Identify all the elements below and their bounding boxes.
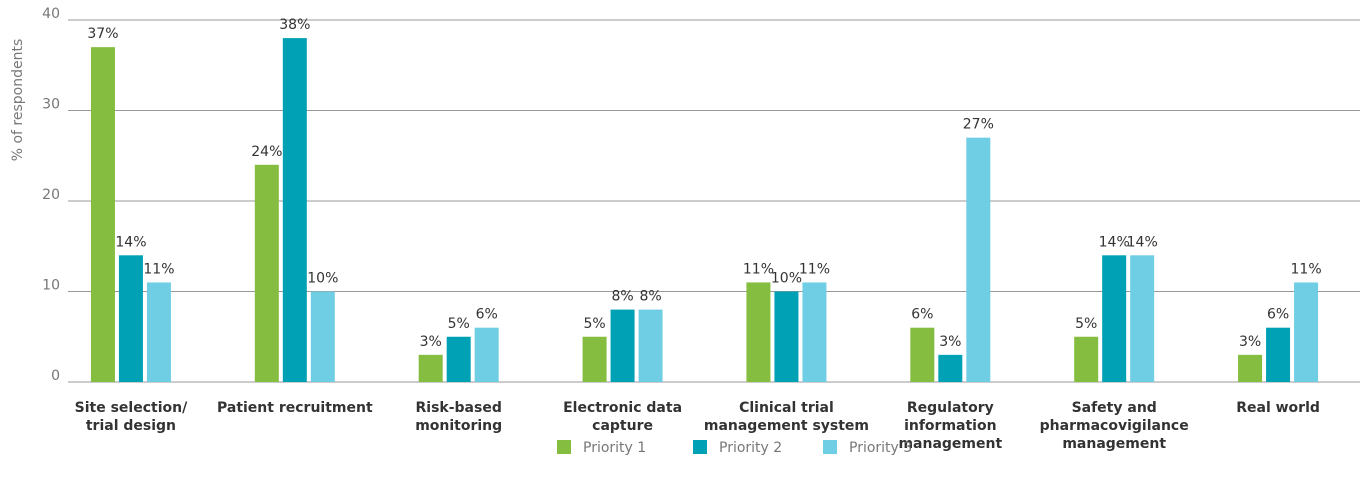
bar — [418, 354, 443, 382]
legend-swatch — [823, 440, 837, 454]
value-label: 14% — [1099, 234, 1130, 250]
x-tick-label: Regulatory information management — [898, 400, 1002, 452]
bar — [1130, 255, 1155, 382]
bar — [1238, 354, 1263, 382]
bar — [746, 282, 771, 382]
value-label: 5% — [1075, 316, 1097, 332]
bar — [582, 336, 607, 382]
value-label: 11% — [743, 261, 774, 277]
value-label: 5% — [583, 316, 605, 332]
x-tick-label: Site selection/trial design — [75, 400, 188, 434]
y-axis-label: % of respondents — [10, 39, 26, 162]
value-label: 24% — [251, 144, 282, 160]
value-label: 8% — [639, 289, 661, 305]
bar — [118, 255, 143, 382]
value-label: 6% — [476, 307, 498, 323]
bar — [146, 282, 171, 382]
x-tick-label: Safety and pharmacovigilance management — [1040, 400, 1189, 452]
x-tick-label: Real world — [1236, 400, 1320, 416]
value-label: 11% — [1291, 261, 1322, 277]
legend-label: Priority 1 — [583, 440, 646, 456]
value-label: 37% — [87, 26, 118, 42]
bar — [638, 309, 663, 382]
x-tick-label: Clinical trial management system — [704, 400, 869, 434]
value-label: 6% — [911, 307, 933, 323]
bar — [1102, 255, 1127, 382]
value-label: 8% — [611, 289, 633, 305]
value-label: 14% — [1127, 234, 1158, 250]
value-label: 38% — [279, 17, 310, 33]
x-tick-label: Electronic data capture — [563, 400, 682, 434]
value-label: 10% — [307, 271, 338, 287]
bar — [446, 336, 471, 382]
value-label: 3% — [1239, 334, 1261, 350]
value-label: 11% — [143, 261, 174, 277]
value-label: 3% — [939, 334, 961, 350]
y-tick-label: 40 — [42, 6, 60, 22]
bar — [966, 137, 991, 382]
x-tick-label: Patient recruitment — [217, 400, 373, 416]
bar — [474, 327, 499, 382]
bar — [910, 327, 935, 382]
value-label: 11% — [799, 261, 830, 277]
bar — [90, 47, 115, 383]
bar — [802, 282, 827, 382]
x-tick-label: Risk-based monitoring — [415, 400, 502, 434]
legend-swatch — [557, 440, 571, 454]
bar — [610, 309, 635, 382]
value-label: 6% — [1267, 307, 1289, 323]
value-label: 14% — [115, 234, 146, 250]
bar — [1074, 336, 1099, 382]
bar — [310, 291, 335, 382]
value-label: 27% — [963, 117, 994, 133]
bar — [282, 38, 307, 382]
bar — [774, 291, 799, 382]
value-label: 5% — [448, 316, 470, 332]
legend-label: Priority 2 — [719, 440, 782, 456]
y-tick-label: 30 — [42, 97, 60, 113]
bar — [1294, 282, 1319, 382]
y-tick-label: 10 — [42, 278, 60, 294]
y-tick-label: 0 — [51, 368, 60, 384]
bar — [1266, 327, 1291, 382]
legend-label: Priority 3 — [849, 440, 912, 456]
legend-swatch — [693, 440, 707, 454]
value-label: 3% — [420, 334, 442, 350]
bar — [254, 164, 279, 382]
value-label: 10% — [771, 271, 802, 287]
bar — [938, 354, 963, 382]
y-tick-label: 20 — [42, 187, 60, 203]
